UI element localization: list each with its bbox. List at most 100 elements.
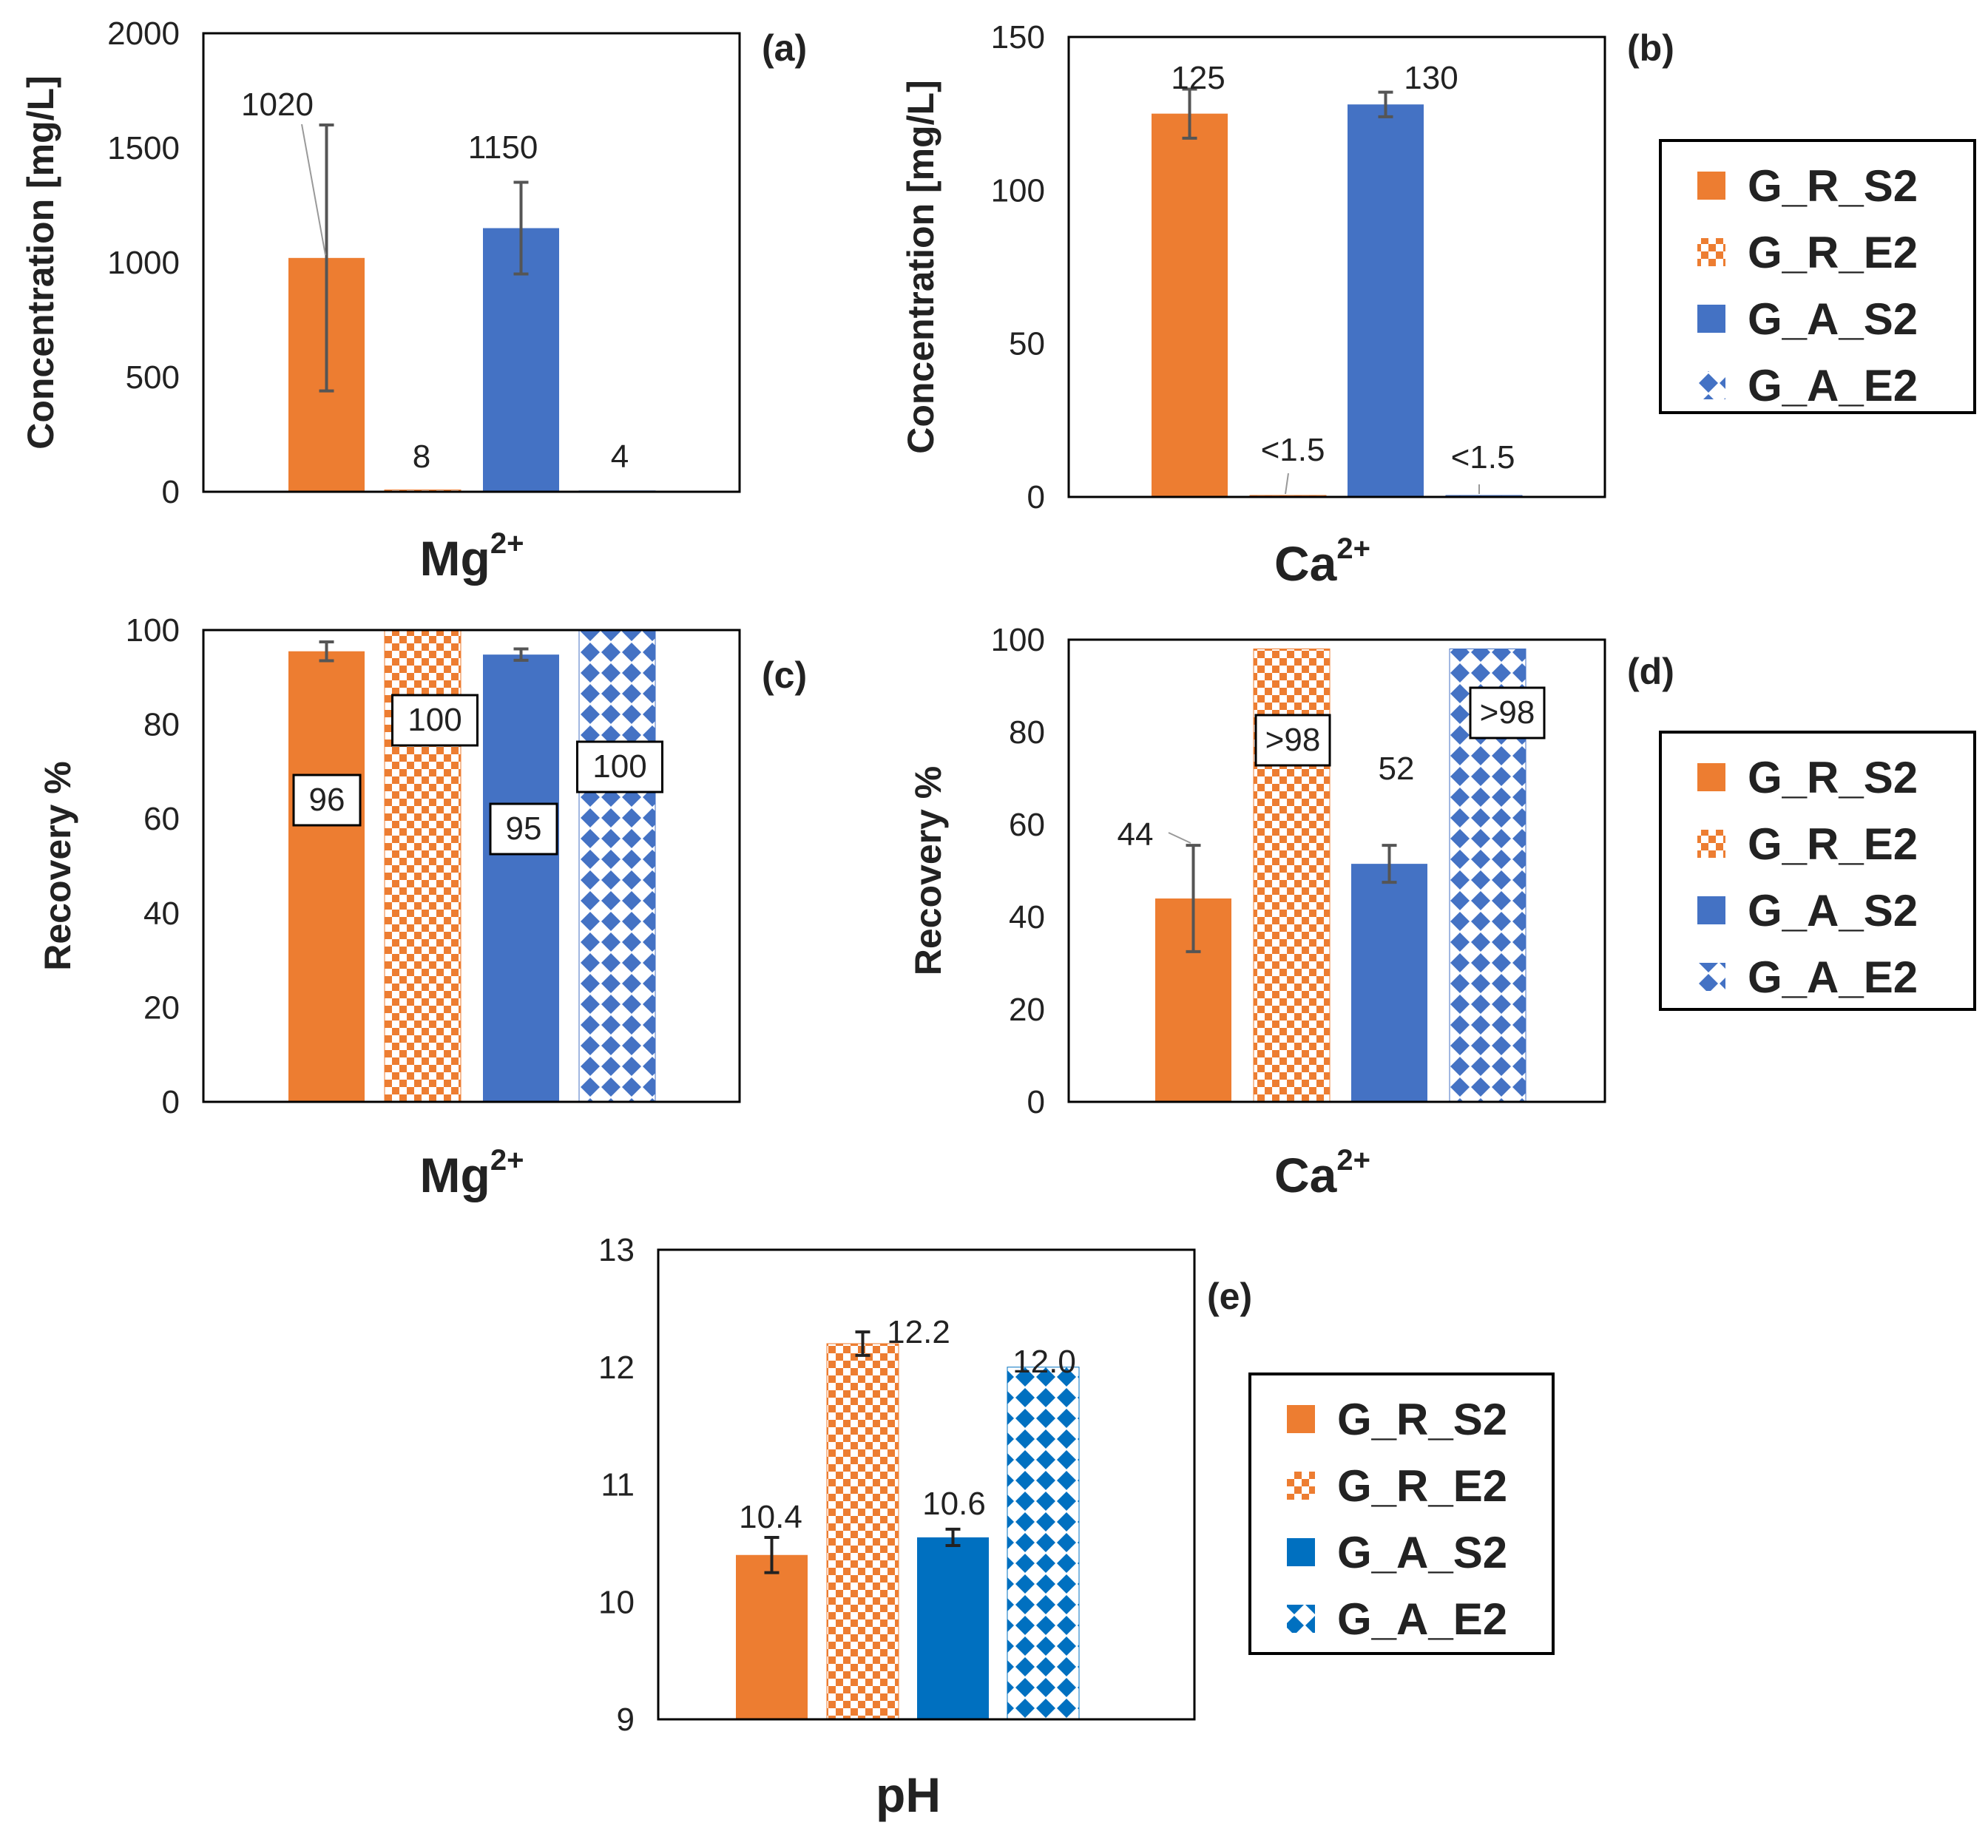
legend-swatch-G_R_E2 [1697,830,1725,858]
y-tick-label: 150 [991,19,1045,55]
y-tick-label: 80 [143,707,180,743]
x-axis-label-main: Ca [1274,1148,1338,1202]
legend-label: G_R_E2 [1337,1461,1507,1511]
y-tick-label: 13 [598,1232,635,1268]
legend-label: G_A_E2 [1337,1594,1507,1644]
error-bar-G_A_S2 [945,1527,961,1548]
legend-swatch-G_A_E2 [1697,963,1725,991]
data-label: 95 [506,810,542,847]
legend-swatch-G_R_S2 [1697,763,1725,791]
bar-G_A_S2 [1348,104,1424,497]
y-tick-label: 10 [598,1584,635,1620]
y-tick-label: 9 [617,1702,635,1738]
error-bar-G_A_S2 [513,180,529,276]
data-label: 1150 [468,129,538,166]
bar-G_A_S2 [917,1537,989,1719]
y-tick-label: 100 [126,612,180,649]
data-label-box [1254,714,1331,767]
y-tick-label: 80 [1009,714,1045,751]
error-bar-G_R_S2 [1186,844,1201,953]
panel-label: (d) [1627,651,1674,692]
y-tick-label: 1000 [107,245,180,281]
y-tick-label: 20 [1009,992,1045,1028]
bar-G_A_E2 [1007,1367,1080,1720]
legend-swatch-G_A_S2 [1287,1538,1315,1566]
bar-G_R_E2 [826,1343,899,1720]
bar-G_A_E2 [578,629,656,1103]
error-bar-G_R_S2 [319,123,334,393]
error-bar-G_R_S2 [764,1535,780,1574]
y-tick-label: 1500 [107,130,180,166]
y-tick-label: 40 [1009,899,1045,935]
panel-label: (a) [762,27,807,69]
y-axis-label: Recovery % [37,761,78,971]
data-label: <1.5 [1261,432,1325,468]
data-label: 130 [1404,60,1458,96]
data-label-box [576,740,663,793]
bar-G_A_S2 [1351,864,1427,1102]
error-bar-G_A_S2 [1378,90,1393,118]
data-label: 8 [413,439,430,475]
legend-2: G_R_S2 G_R_E2 G_A_S2 G_A_E2 [1248,1373,1555,1655]
bar-G_R_S2 [288,651,365,1102]
bar-G_A_S2 [483,654,559,1102]
chart-panel-4: 9 10 11 12 13 pH (e) 10.4 12.2 10.6 12.0 [598,1232,1252,1822]
x-axis-label-superscript: 2+ [1336,1144,1370,1177]
error-bar-G_A_S2 [513,647,529,662]
legend-swatch-G_A_E2 [1697,371,1725,399]
panel-label: (b) [1627,27,1674,69]
legend-label: G_R_E2 [1748,228,1918,277]
plot-frame [1067,638,1606,1103]
data-label-box [1469,686,1546,739]
data-label: 52 [1379,751,1415,787]
data-label: 12.0 [1012,1344,1076,1380]
legend-swatch-G_R_E2 [1287,1472,1315,1500]
bar-G_R_S2 [736,1554,808,1719]
legend-swatch-G_A_E2 [1287,1605,1315,1633]
y-tick-label: 500 [126,359,180,396]
y-tick-label: 2000 [107,16,180,52]
panel-label: (c) [762,654,807,696]
x-axis-label-superscript: 2+ [490,527,524,560]
y-tick-label: 0 [1027,1084,1045,1120]
y-tick-label: 20 [143,989,180,1026]
y-tick-label: 50 [1009,326,1045,362]
bar-G_R_S2 [1152,113,1228,497]
legend-label: G_A_E2 [1748,361,1918,410]
error-bar-G_R_E2 [855,1330,870,1357]
legend-label: G_R_S2 [1337,1395,1507,1444]
y-tick-label: 60 [143,801,180,837]
data-label: 100 [408,702,462,738]
legends: G_R_S2 G_R_E2 G_A_S2 G_A_E2 G_R_S2 G_R_E2 G_A_… [1248,139,1976,1655]
chart-panel-3: 0 20 40 60 80 100 Recovery % Ca2+ (d) 44 >98 52 >98 [907,622,1674,1202]
y-tick-label: 0 [162,1084,180,1120]
data-label: 125 [1171,60,1225,96]
error-bar-G_A_S2 [1382,844,1397,884]
x-axis-label-main: Mg [420,531,490,586]
legend-swatch-G_R_S2 [1287,1405,1315,1433]
data-label: 12.2 [887,1314,950,1350]
y-tick-label: 40 [143,896,180,932]
data-label: 10.4 [739,1499,802,1535]
y-tick-label: 100 [991,172,1045,209]
data-label: <1.5 [1451,439,1515,475]
data-label: 10.6 [922,1486,986,1522]
plot-frame [657,1248,1196,1721]
data-label-box [391,694,479,747]
legend-label: G_R_S2 [1748,161,1918,211]
legend-0: G_R_S2 G_R_E2 G_A_S2 G_A_E2 [1659,139,1976,414]
legend-label: G_A_S2 [1748,294,1918,344]
data-label: 44 [1118,816,1154,853]
x-axis-label: Ca2+ [1274,1144,1370,1202]
x-axis-label-main: Ca [1274,536,1338,591]
data-label: 96 [309,782,345,818]
legend-swatch-G_R_S2 [1697,172,1725,200]
data-label: >98 [1265,722,1321,758]
plot-frame [202,629,741,1103]
data-label-leader [1285,473,1289,495]
legend-swatch-G_A_S2 [1697,305,1725,333]
x-axis-label: Ca2+ [1274,532,1370,591]
y-tick-label: 0 [1027,479,1045,515]
